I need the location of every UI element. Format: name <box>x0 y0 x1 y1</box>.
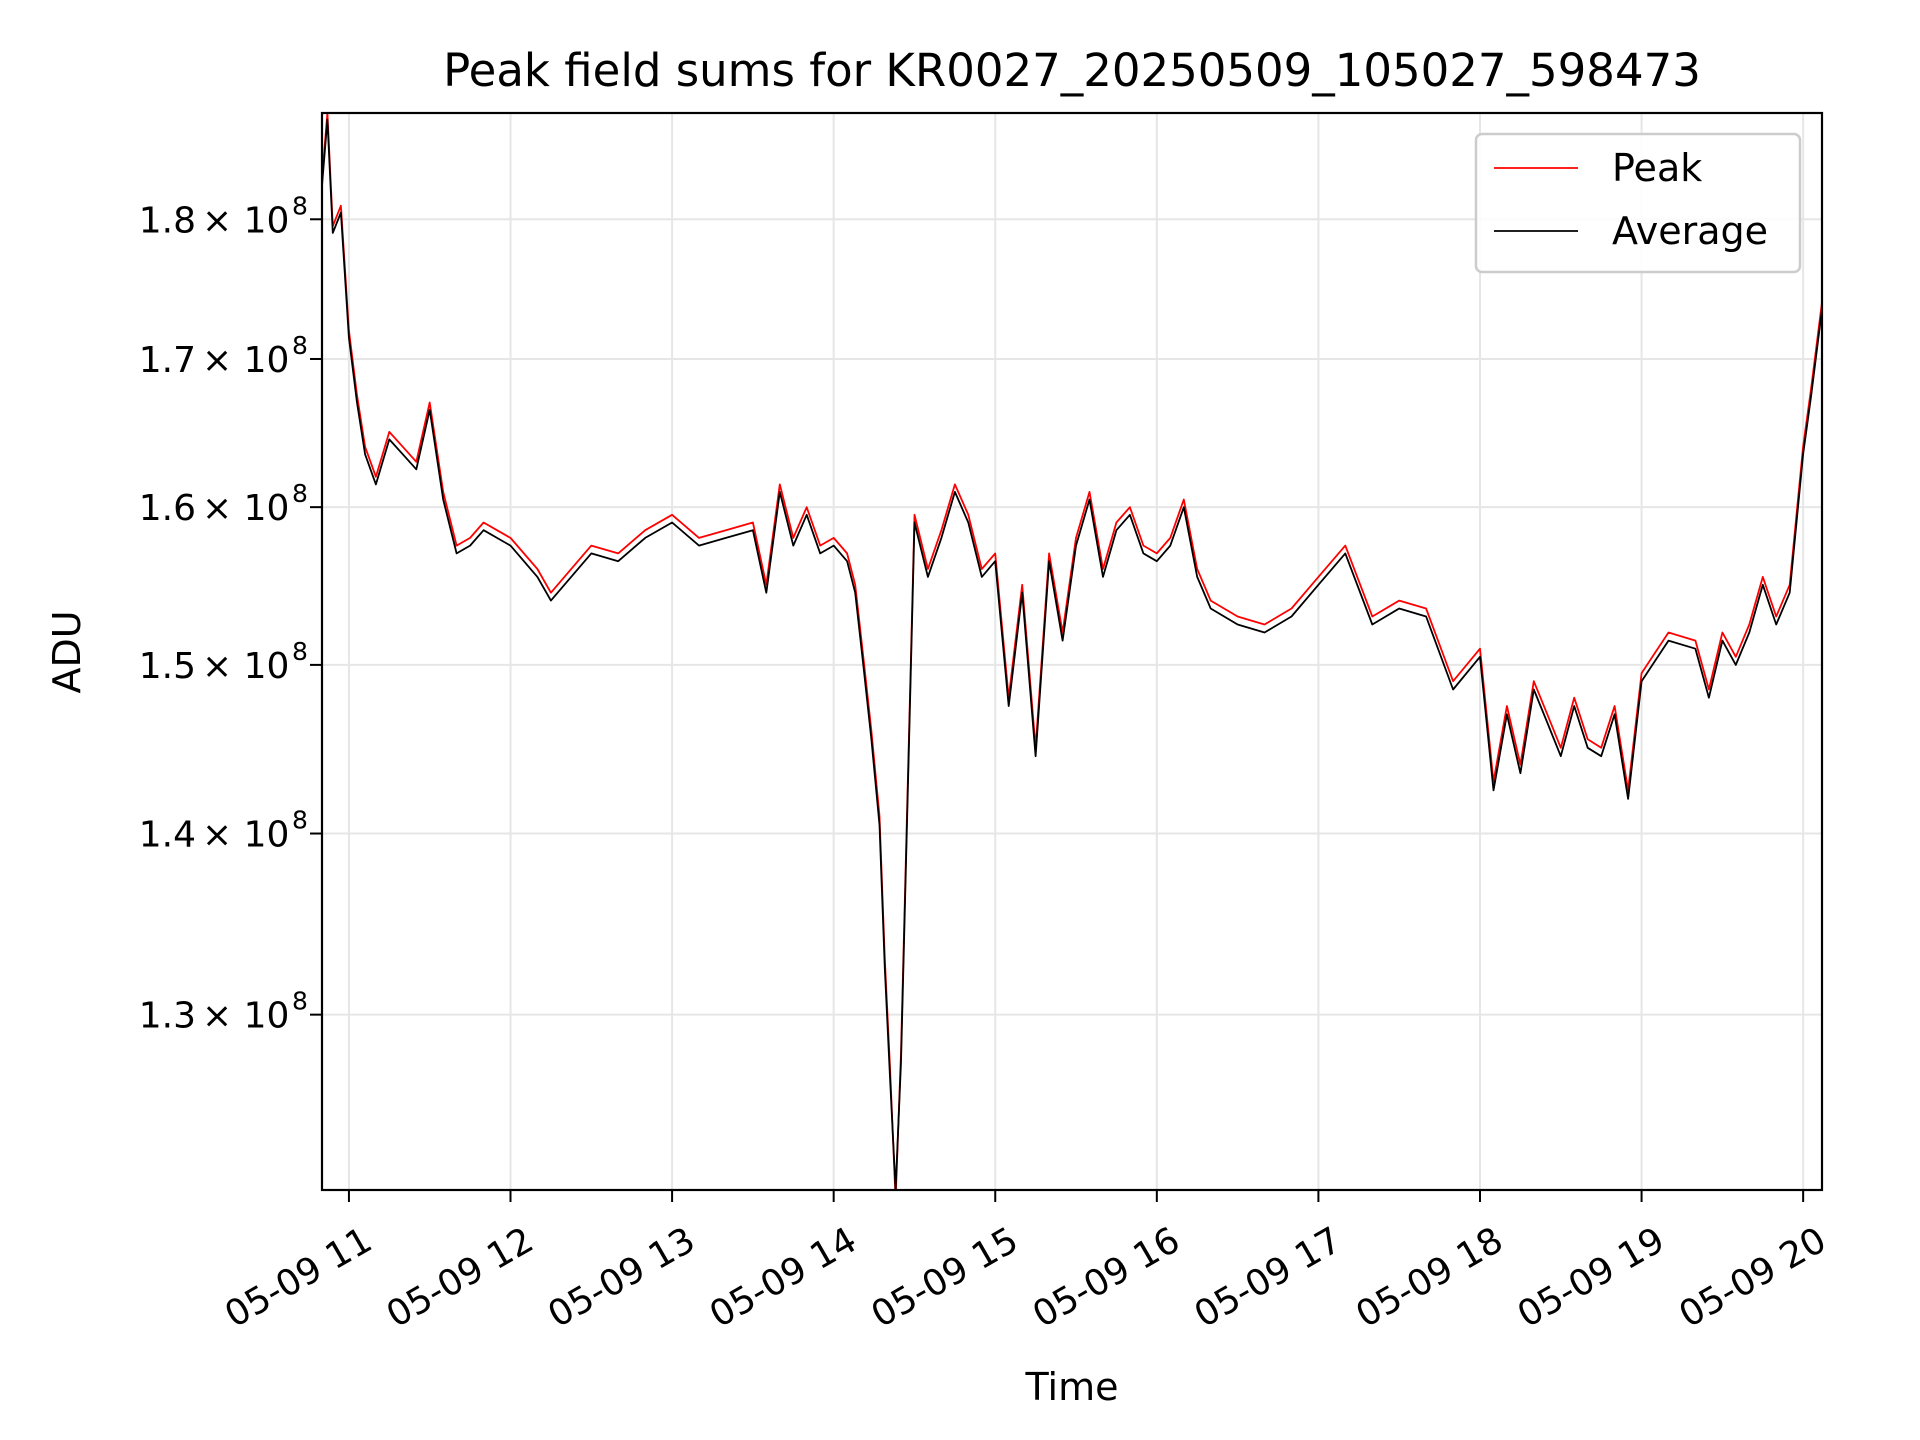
legend-label-peak: Peak <box>1612 146 1702 190</box>
chart-title: Peak field sums for KR0027_20250509_1050… <box>443 44 1701 97</box>
series-layer <box>322 113 1822 1190</box>
y-tick-label: 1.5 × 10 8 <box>139 637 308 687</box>
y-tick-multiplier: × 10 <box>202 996 289 1037</box>
y-tick-mantissa: 1.5 <box>139 646 196 687</box>
y-tick-exponent: 8 <box>292 479 308 508</box>
y-tick-exponent: 8 <box>292 191 308 220</box>
y-tick-mantissa: 1.6 <box>139 488 196 529</box>
y-tick-multiplier: × 10 <box>202 815 289 856</box>
y-tick-multiplier: × 10 <box>202 200 289 241</box>
y-tick-multiplier: × 10 <box>202 488 289 529</box>
y-tick-multiplier: × 10 <box>202 646 289 687</box>
series-line-average <box>322 118 1822 1190</box>
y-tick-label: 1.8 × 10 8 <box>139 191 308 241</box>
y-tick-exponent: 8 <box>292 637 308 666</box>
y-tick-multiplier: × 10 <box>202 340 289 381</box>
y-tick-exponent: 8 <box>292 331 308 360</box>
y-tick-mantissa: 1.4 <box>139 815 196 856</box>
y-tick-label: 1.6 × 10 8 <box>139 479 308 529</box>
y-tick-mantissa: 1.3 <box>139 996 196 1037</box>
plot-frame <box>320 111 1824 1192</box>
y-axis-label: ADU <box>45 610 89 693</box>
y-tick-label: 1.7 × 10 8 <box>139 331 308 381</box>
series-line-peak <box>322 113 1822 1190</box>
y-tick-exponent: 8 <box>292 806 308 835</box>
y-tick-mantissa: 1.8 <box>139 200 196 241</box>
y-tick-mantissa: 1.7 <box>139 340 196 381</box>
x-axis-label: Time <box>1025 1365 1119 1409</box>
grid <box>322 113 1822 1190</box>
y-tick-label: 1.3 × 10 8 <box>139 987 308 1037</box>
y-tick-exponent: 8 <box>292 987 308 1016</box>
legend: Peak Average <box>1474 132 1802 274</box>
legend-label-average: Average <box>1612 209 1768 253</box>
y-tick-label: 1.4 × 10 8 <box>139 806 308 856</box>
y-axis: 1.3 × 10 81.4 × 10 81.5 × 10 81.6 × 10 81.7 × 10 8… <box>139 191 322 1037</box>
